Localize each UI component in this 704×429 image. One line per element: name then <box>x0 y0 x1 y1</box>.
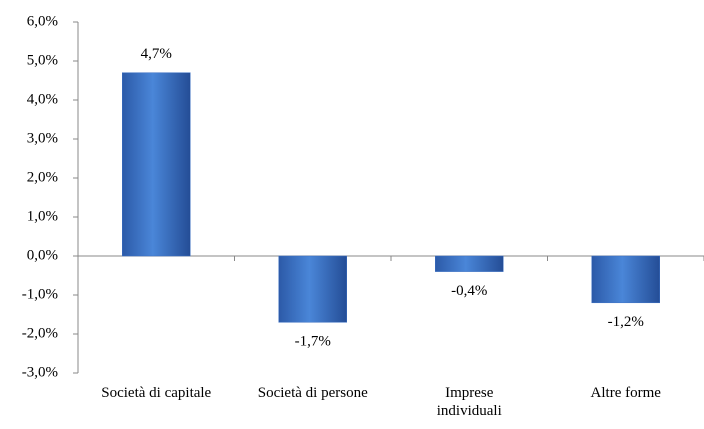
y-tick-label: 5,0% <box>27 52 58 68</box>
bar <box>591 255 660 304</box>
y-tick-label: 2,0% <box>27 169 58 185</box>
bar <box>122 72 191 257</box>
bar <box>278 255 347 323</box>
data-label: -1,7% <box>295 334 331 350</box>
x-tick-label: Società di capitale <box>101 385 212 401</box>
y-tick-label: 6,0% <box>27 13 58 29</box>
y-tick-label: 3,0% <box>27 130 58 146</box>
data-label: 4,7% <box>141 46 172 62</box>
x-tick-label: Altre forme <box>590 385 661 401</box>
y-tick-label: 0,0% <box>27 247 58 263</box>
y-tick-label: -2,0% <box>22 325 58 341</box>
data-label: -0,4% <box>451 283 487 299</box>
x-tick-label: Società di persone <box>257 385 368 401</box>
y-tick-label: -1,0% <box>22 286 58 302</box>
data-label: -1,2% <box>608 314 644 330</box>
bar <box>435 255 504 272</box>
y-tick-label: 4,0% <box>27 91 58 107</box>
x-tick-label: Imprese individuali <box>436 385 502 419</box>
y-tick-label: 1,0% <box>27 208 58 224</box>
y-tick-label: -3,0% <box>22 364 58 380</box>
